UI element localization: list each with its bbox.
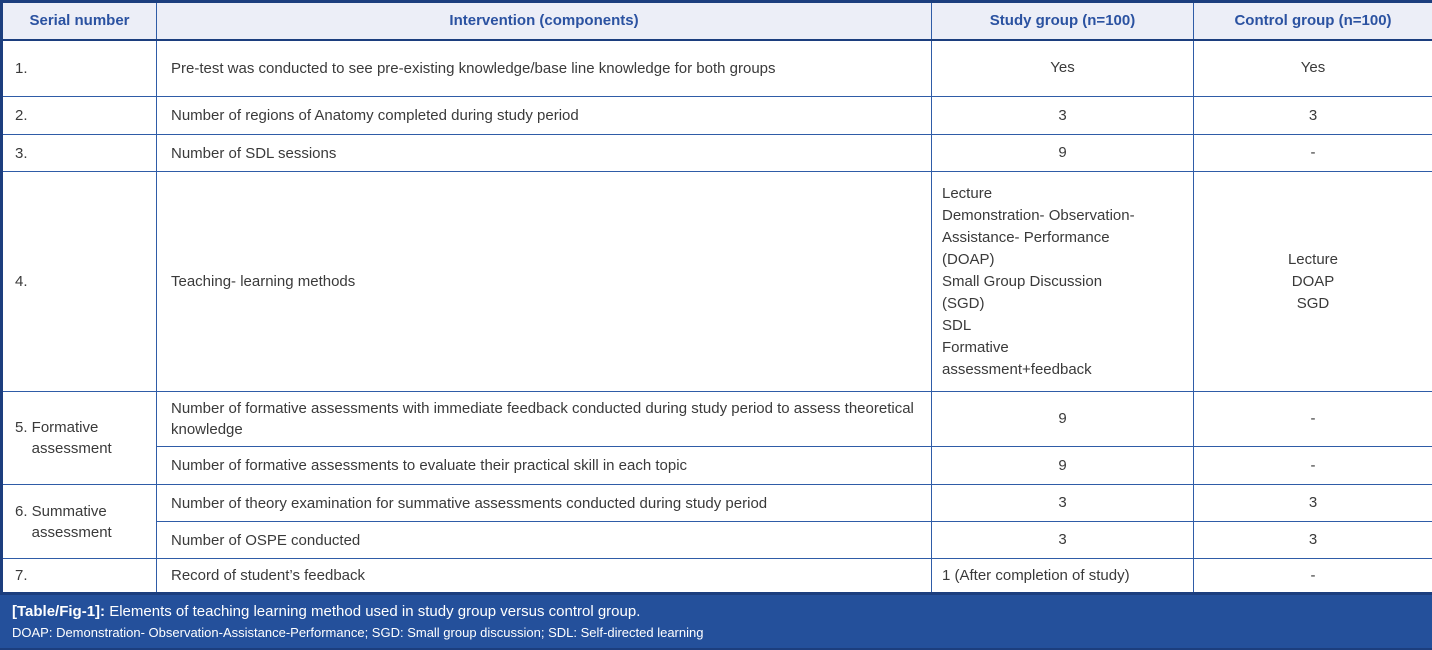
table-row-3: 3. Number of SDL sessions 9 -	[1, 134, 1432, 172]
cell-intervention-7: Record of student’s feedback	[156, 558, 932, 594]
intervention-table: Serial number Intervention (components) …	[0, 0, 1432, 595]
cell-study-5a: 9	[931, 391, 1194, 447]
cell-control-3: -	[1193, 134, 1432, 172]
table-caption-bar: [Table/Fig-1]: Elements of teaching lear…	[0, 595, 1432, 650]
cell-study-2: 3	[931, 96, 1194, 135]
table-caption: [Table/Fig-1]: Elements of teaching lear…	[12, 602, 1420, 622]
table-row-6a: 6. Summative assessment Number of theory…	[1, 484, 1432, 559]
cell-control-5a: -	[1193, 391, 1432, 447]
cell-serial-3: 3.	[1, 134, 157, 172]
cell-serial-4: 4.	[1, 171, 157, 392]
column-header-intervention: Intervention (components)	[156, 1, 932, 41]
cell-study-6a: 3	[931, 484, 1194, 522]
column-header-study-group: Study group (n=100)	[931, 1, 1194, 41]
cell-study-3: 9	[931, 134, 1194, 172]
cell-control-4: Lecture DOAP SGD	[1193, 171, 1432, 392]
cell-control-2: 3	[1193, 96, 1432, 135]
column-header-serial-number: Serial number	[1, 1, 157, 41]
table-row-2: 2. Number of regions of Anatomy complete…	[1, 96, 1432, 135]
cell-serial-1: 1.	[1, 39, 157, 97]
table-caption-text: Elements of teaching learning method use…	[105, 603, 641, 620]
cell-intervention-6a: Number of theory examination for summati…	[156, 484, 932, 522]
header-row: Serial number Intervention (components) …	[1, 1, 1432, 41]
table-row-6b: Number of OSPE conducted 3 3	[2, 521, 1432, 559]
cell-study-4: Lecture Demonstration- Observation- Assi…	[931, 171, 1194, 392]
table-row-1: 1. Pre-test was conducted to see pre-exi…	[1, 39, 1432, 97]
cell-control-1: Yes	[1193, 39, 1432, 97]
cell-intervention-1: Pre-test was conducted to see pre-existi…	[156, 39, 932, 97]
column-header-control-group: Control group (n=100)	[1193, 1, 1432, 41]
cell-serial-7: 7.	[1, 558, 157, 594]
cell-study-5b: 9	[931, 446, 1194, 485]
cell-serial-5: 5. Formative assessment	[1, 391, 157, 485]
cell-intervention-6b: Number of OSPE conducted	[156, 521, 932, 559]
cell-serial-2: 2.	[1, 96, 157, 135]
cell-control-6a: 3	[1193, 484, 1432, 522]
table-caption-label: [Table/Fig-1]:	[12, 603, 106, 620]
cell-study-1: Yes	[931, 39, 1194, 97]
cell-intervention-5b: Number of formative assessments to evalu…	[156, 446, 932, 485]
table-row-5a: 5. Formative assessment Number of format…	[1, 391, 1432, 485]
cell-intervention-5a: Number of formative assessments with imm…	[156, 391, 932, 447]
cell-study-7: 1 (After completion of study)	[931, 558, 1194, 594]
cell-intervention-2: Number of regions of Anatomy completed d…	[156, 96, 932, 135]
cell-intervention-3: Number of SDL sessions	[156, 134, 932, 172]
table-abbreviations: DOAP: Demonstration- Observation-Assista…	[12, 625, 704, 640]
cell-control-7: -	[1193, 558, 1432, 594]
cell-serial-6: 6. Summative assessment	[1, 484, 157, 559]
cell-study-6b: 3	[931, 521, 1194, 559]
table-row-4: 4. Teaching- learning methods Lecture De…	[1, 171, 1432, 392]
cell-control-6b: 3	[1193, 521, 1432, 559]
table-row-5b: Number of formative assessments to evalu…	[2, 446, 1432, 485]
cell-control-5b: -	[1193, 446, 1432, 485]
table-row-7: 7. Record of student’s feedback 1 (After…	[1, 558, 1432, 594]
cell-intervention-4: Teaching- learning methods	[156, 171, 932, 392]
